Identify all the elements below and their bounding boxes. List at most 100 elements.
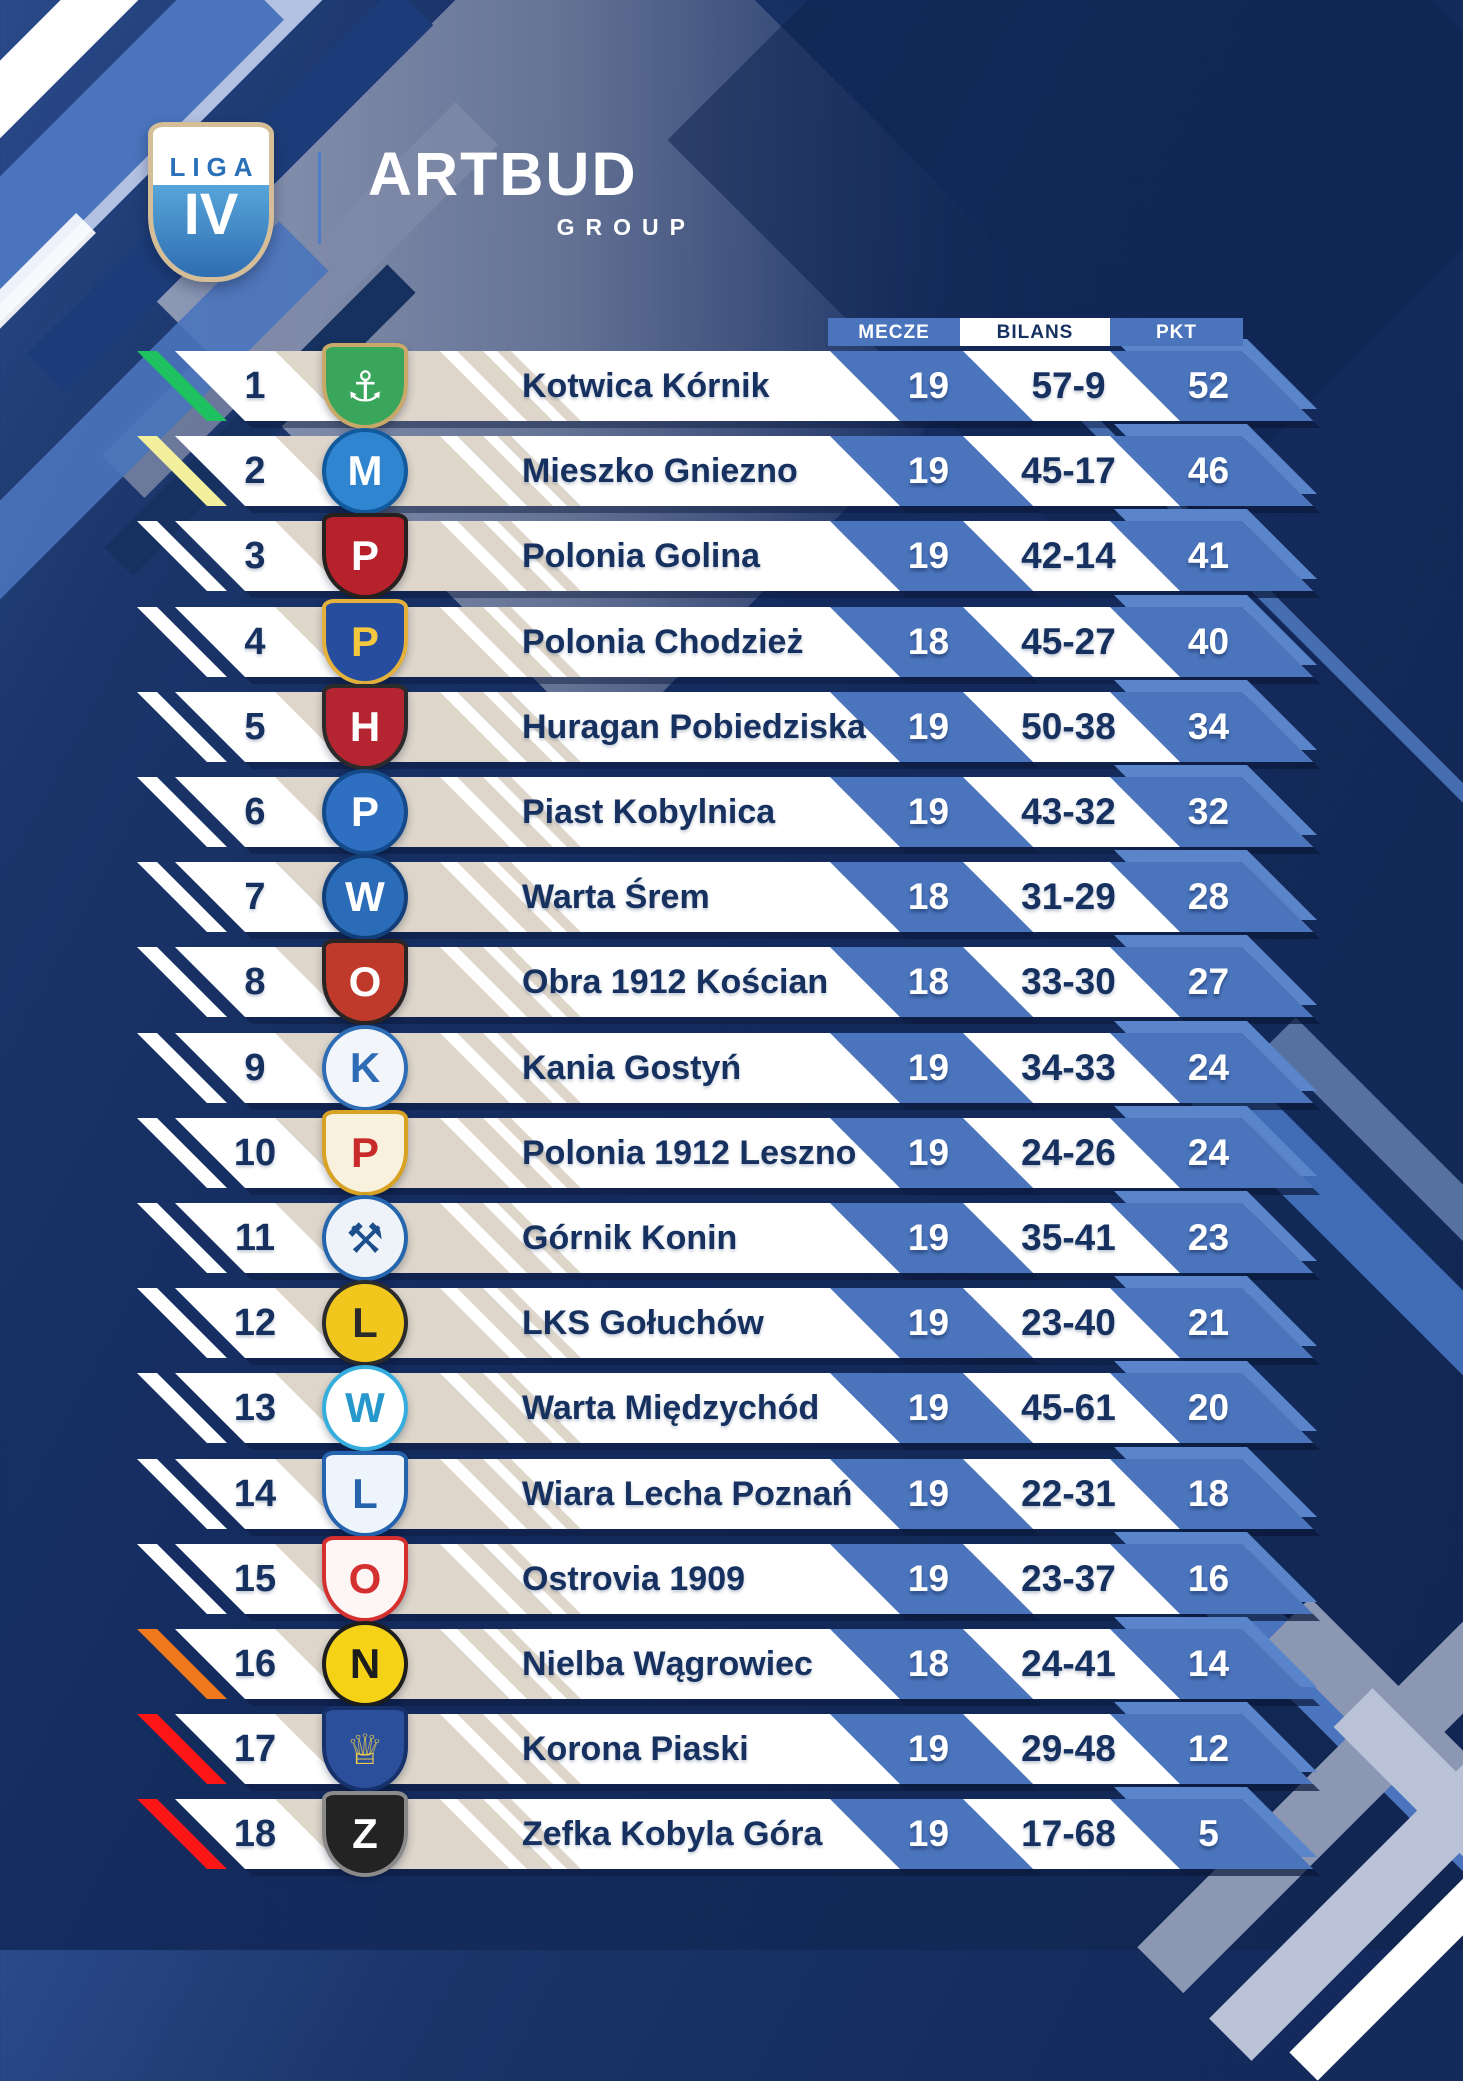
pkt-value: 20 (1187, 1387, 1230, 1429)
header-divider (318, 152, 321, 244)
bilans-value: 24-26 (1021, 1131, 1116, 1173)
mecze-value: 19 (907, 705, 950, 747)
club-crest-icon: ♕ (322, 1706, 408, 1793)
team-name: Polonia Chodzież (522, 622, 804, 661)
mecze-value: 19 (907, 1728, 950, 1770)
table-row: 6 P Piast Kobylnica 19 43-32 32 (0, 765, 1463, 855)
table-row: 4 P Polonia Chodzież 18 45-27 40 (0, 594, 1463, 685)
column-header-mecze: MECZE (828, 318, 960, 346)
bilans-value: 45-61 (1021, 1387, 1116, 1429)
bilans-value: 50-38 (1021, 705, 1116, 747)
team-name: Piast Kobylnica (522, 793, 776, 831)
position-number: 12 (233, 1302, 277, 1345)
pkt-value: 28 (1187, 876, 1230, 918)
mecze-value: 19 (907, 1046, 950, 1088)
position-number: 6 (244, 791, 266, 833)
club-crest-icon: L (322, 1280, 408, 1367)
bilans-value: 23-40 (1021, 1302, 1116, 1344)
team-name: Polonia Golina (522, 537, 761, 576)
table-row: 16 N Nielba Wągrowiec 18 24-41 14 (0, 1617, 1463, 1707)
club-crest-icon: M (322, 428, 408, 515)
club-crest-icon: P (322, 769, 408, 855)
club-crest-icon: O (322, 1535, 408, 1622)
pkt-value: 21 (1187, 1302, 1230, 1344)
pkt-value: 27 (1187, 961, 1230, 1003)
bilans-value: 34-33 (1021, 1046, 1116, 1088)
pkt-value: 40 (1187, 620, 1230, 662)
team-name: Polonia 1912 Leszno (522, 1133, 857, 1172)
position-number: 14 (233, 1472, 277, 1515)
column-header-bilans: BILANS (960, 318, 1110, 346)
pkt-value: 16 (1187, 1557, 1230, 1599)
position-number: 11 (234, 1217, 276, 1259)
pkt-value: 14 (1187, 1643, 1230, 1684)
pkt-value: 41 (1187, 535, 1230, 577)
bilans-value: 23-37 (1021, 1557, 1116, 1599)
league-badge-bottom-label: IV (153, 184, 269, 277)
pkt-value: 34 (1187, 705, 1230, 747)
club-crest-icon: P (322, 1109, 408, 1196)
table-row: 2 M Mieszko Gniezno 19 45-17 46 (0, 424, 1463, 515)
team-name: Kotwica Kórnik (522, 367, 770, 405)
table-row: 9 K Kania Gostyń 19 34-33 24 (0, 1020, 1463, 1111)
mecze-value: 19 (907, 791, 950, 832)
club-crest-icon: K (322, 1024, 408, 1111)
mecze-value: 18 (907, 876, 950, 918)
position-number: 5 (244, 705, 266, 748)
position-number: 2 (244, 450, 266, 493)
position-number: 7 (244, 876, 266, 919)
bilans-value: 57-9 (1031, 365, 1106, 406)
team-name: Wiara Lecha Poznań (522, 1474, 853, 1513)
bilans-value: 17-68 (1021, 1813, 1116, 1855)
table-row: 7 W Warta Śrem 18 31-29 28 (0, 850, 1463, 941)
position-number: 13 (233, 1387, 277, 1430)
team-name: Nielba Wągrowiec (522, 1645, 813, 1683)
table-row: 11 ⚒ Górnik Konin 19 35-41 23 (0, 1191, 1463, 1281)
club-crest-icon: P (322, 598, 408, 685)
club-crest-icon: W (322, 1365, 408, 1452)
bilans-value: 33-30 (1021, 961, 1116, 1003)
table-row: 13 W Warta Międzychód 19 45-61 20 (0, 1361, 1463, 1452)
club-crest-icon: H (322, 683, 408, 770)
team-name: Warta Śrem (522, 878, 710, 917)
table-row: 12 L LKS Gołuchów 19 23-40 21 (0, 1276, 1463, 1367)
pkt-value: 32 (1187, 791, 1230, 832)
position-number: 8 (244, 961, 266, 1004)
team-name: Mieszko Gniezno (522, 452, 798, 491)
position-number: 9 (244, 1046, 266, 1089)
table-row: 8 O Obra 1912 Kościan 18 33-30 27 (0, 935, 1463, 1026)
position-number: 4 (244, 620, 266, 663)
sponsor-subtitle: GROUP (556, 214, 696, 240)
mecze-value: 19 (907, 1387, 950, 1429)
position-number: 1 (244, 365, 266, 407)
mecze-value: 19 (907, 1217, 950, 1258)
team-name: Warta Międzychód (522, 1389, 820, 1428)
bilans-value: 31-29 (1021, 876, 1116, 918)
table-row: 18 Z Zefka Kobyla Góra 19 17-68 5 (0, 1787, 1463, 1878)
pkt-value: 5 (1198, 1813, 1219, 1855)
mecze-value: 19 (907, 450, 950, 492)
team-name: Zefka Kobyla Góra (522, 1815, 823, 1854)
club-crest-icon: L (322, 1450, 408, 1537)
team-name: Kania Gostyń (522, 1048, 742, 1087)
bilans-value: 24-41 (1021, 1643, 1116, 1684)
mecze-value: 19 (907, 1131, 950, 1173)
club-crest-icon: P (322, 513, 408, 600)
mecze-value: 19 (907, 1557, 950, 1599)
mecze-value: 19 (907, 1813, 950, 1855)
team-name: LKS Gołuchów (522, 1304, 764, 1343)
sponsor-name: ARTBUD (368, 140, 638, 208)
club-crest-icon: N (322, 1621, 408, 1707)
position-number: 18 (233, 1813, 277, 1856)
team-name: Górnik Konin (522, 1219, 738, 1257)
table-row: 3 P Polonia Golina 19 42-14 41 (0, 509, 1463, 600)
team-name: Korona Piaski (522, 1730, 749, 1769)
table-row: 5 H Huragan Pobiedziska 19 50-38 34 (0, 679, 1463, 770)
table-row: 14 L Wiara Lecha Poznań 19 22-31 18 (0, 1446, 1463, 1537)
mecze-value: 19 (907, 1472, 950, 1514)
table-row: 15 O Ostrovia 1909 19 23-37 16 (0, 1531, 1463, 1622)
mecze-value: 19 (907, 365, 950, 406)
bilans-value: 43-32 (1021, 791, 1116, 832)
mecze-value: 19 (907, 535, 950, 577)
team-name: Huragan Pobiedziska (522, 707, 866, 746)
